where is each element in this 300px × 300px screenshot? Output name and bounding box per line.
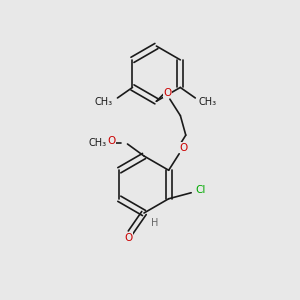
Text: O: O — [107, 136, 115, 146]
Text: Cl: Cl — [196, 185, 206, 195]
Text: H: H — [151, 218, 158, 229]
Text: O: O — [180, 143, 188, 153]
Text: CH₃: CH₃ — [95, 97, 113, 106]
Text: CH₃: CH₃ — [88, 137, 106, 148]
Text: O: O — [164, 88, 172, 98]
Text: CH₃: CH₃ — [199, 97, 217, 106]
Text: O: O — [124, 233, 132, 243]
